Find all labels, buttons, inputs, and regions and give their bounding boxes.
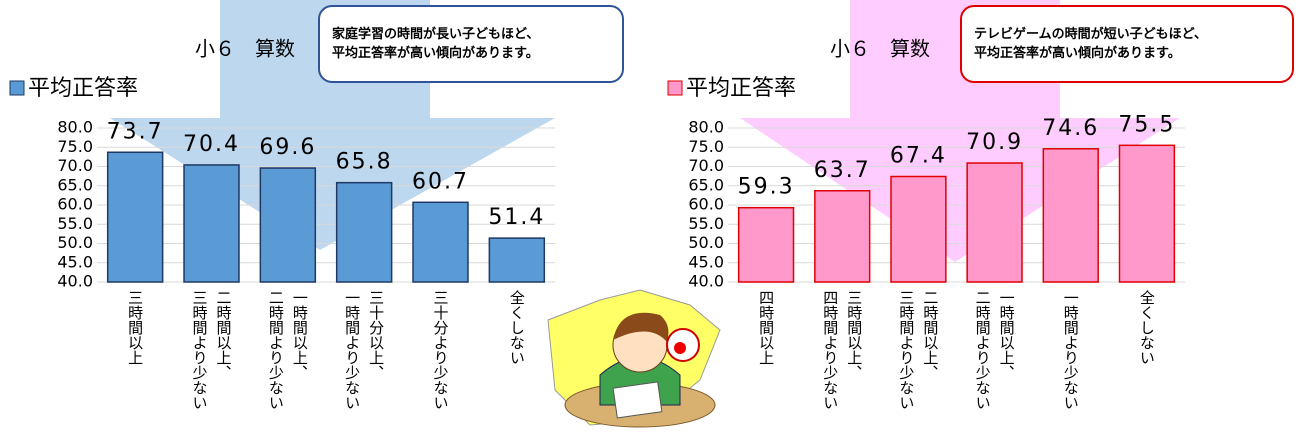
y-tick-label: 45.0 — [57, 252, 93, 271]
bar — [413, 202, 468, 282]
bar — [891, 177, 946, 282]
x-tick-label: 一時間以上、 二時間より少ない — [264, 290, 312, 410]
legend-label: 平均正答率 — [28, 76, 138, 101]
bar — [1119, 145, 1174, 282]
y-tick-label: 40.0 — [688, 272, 724, 291]
cartoon — [548, 290, 720, 427]
x-tick-label: 二時間以上、 三時間より少ない — [188, 290, 236, 410]
y-tick-label: 70.0 — [688, 156, 724, 175]
legend-swatch — [668, 81, 682, 95]
bar — [815, 191, 870, 282]
value-label: 69.6 — [259, 135, 316, 160]
x-tick-label: 一時間以上、 二時間より少ない — [971, 290, 1019, 410]
x-tick-label: 四時間以上 — [754, 290, 778, 365]
callout: テレビゲームの時間が短い子どもほど、 平均正答率が高い傾向があります。 — [960, 5, 1294, 83]
y-tick-label: 50.0 — [57, 233, 93, 252]
bar — [489, 238, 544, 282]
note — [674, 342, 686, 354]
x-tick-label: 全くしない — [505, 290, 529, 365]
page: 小６ 算数平均正答率40.045.050.055.060.065.070.075… — [0, 0, 1298, 435]
y-tick-label: 60.0 — [57, 195, 93, 214]
value-label: 70.9 — [966, 130, 1023, 155]
y-tick-label: 65.0 — [688, 175, 724, 194]
bar — [1043, 149, 1098, 282]
bar — [108, 152, 163, 282]
x-tick-label: 全くしない — [1135, 290, 1159, 365]
value-label: 65.8 — [336, 150, 393, 175]
value-label: 67.4 — [890, 144, 947, 169]
bar — [337, 183, 392, 282]
x-tick-label: 三十分以上、 一時間より少ない — [340, 290, 388, 410]
legend-swatch — [10, 81, 24, 95]
y-tick-label: 60.0 — [688, 195, 724, 214]
bar — [967, 163, 1022, 282]
chart-title: 小６ 算数 — [195, 37, 295, 61]
value-label: 74.6 — [1042, 116, 1099, 141]
value-label: 73.7 — [107, 119, 164, 144]
bar — [739, 208, 794, 282]
x-tick-label: 三時間以上 — [123, 290, 147, 365]
callout: 家庭学習の時間が長い子どもほど、 平均正答率が高い傾向があります。 — [318, 5, 624, 83]
value-label: 70.4 — [183, 132, 240, 157]
bar — [184, 165, 239, 282]
x-tick-label: 一時間より少ない — [1059, 290, 1083, 410]
chart-title: 小６ 算数 — [830, 37, 930, 61]
value-label: 75.5 — [1118, 112, 1175, 137]
bar — [260, 168, 315, 282]
legend-label: 平均正答率 — [686, 76, 796, 101]
y-tick-label: 55.0 — [57, 214, 93, 233]
value-label: 59.3 — [738, 175, 795, 200]
y-tick-label: 50.0 — [688, 233, 724, 252]
value-label: 51.4 — [488, 205, 545, 230]
x-tick-label: 二時間以上、 三時間より少ない — [894, 290, 942, 410]
value-label: 60.7 — [412, 169, 469, 194]
y-tick-label: 80.0 — [57, 118, 93, 137]
paper — [613, 382, 662, 418]
y-tick-label: 45.0 — [688, 252, 724, 271]
y-tick-label: 80.0 — [688, 118, 724, 137]
y-tick-label: 40.0 — [57, 272, 93, 291]
y-tick-label: 70.0 — [57, 156, 93, 175]
y-tick-label: 75.0 — [57, 137, 93, 156]
y-tick-label: 55.0 — [688, 214, 724, 233]
y-tick-label: 75.0 — [688, 137, 724, 156]
y-tick-label: 65.0 — [57, 175, 93, 194]
value-label: 63.7 — [814, 158, 871, 183]
x-tick-label: 三時間以上、 四時間より少ない — [818, 290, 866, 410]
x-tick-label: 三十分より少ない — [429, 290, 453, 410]
